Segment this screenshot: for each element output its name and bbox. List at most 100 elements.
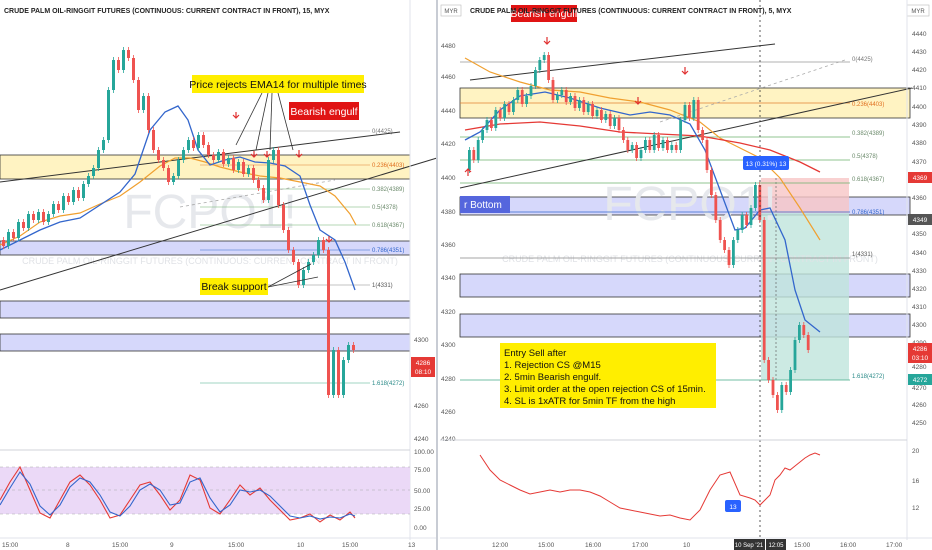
entry-note-line: 1. Rejection CS @M15 <box>504 360 601 371</box>
candle <box>277 150 280 205</box>
right-price-axis: 4440 4430 4420 4410 4400 4390 4380 4370 … <box>912 31 927 427</box>
candle <box>485 120 489 130</box>
left-chart[interactable]: FCPO1! CRUDE PALM OIL-RINGGIT FUTURES (C… <box>0 0 438 549</box>
candle <box>297 262 300 285</box>
candle <box>626 140 630 150</box>
left-trendline-lower[interactable] <box>0 157 438 291</box>
price-tick: 4380 <box>912 140 927 147</box>
price-tick: 4430 <box>912 49 927 56</box>
candle <box>727 250 731 265</box>
candle <box>347 345 350 360</box>
down-arrow-icon <box>295 150 303 158</box>
price-tick: 4340 <box>912 250 927 257</box>
fib-label: 0(4425) <box>852 57 873 63</box>
osc-tick: 16 <box>912 478 920 485</box>
ema-note-text: Price rejects EMA14 for multiple times <box>189 79 366 91</box>
down-arrow-icon <box>250 151 258 158</box>
candle <box>267 160 270 200</box>
left-last-price: 4286 <box>416 360 431 367</box>
break-support-box[interactable] <box>200 278 268 295</box>
fib-label: 0.236(4403) <box>372 163 404 169</box>
time-highlight-time-text: 12:05 <box>768 543 784 549</box>
right-time-axis: 12:00 15:00 16:00 17:00 10 15:00 16:00 1… <box>492 542 903 549</box>
candle <box>287 230 290 250</box>
candle <box>784 385 788 392</box>
candle <box>187 140 190 150</box>
right-signal-arrows <box>464 37 689 176</box>
candle <box>192 140 195 148</box>
left-candles <box>2 47 355 398</box>
candle <box>564 90 568 102</box>
candle <box>529 86 533 96</box>
candle <box>573 96 577 108</box>
take-profit-zone[interactable] <box>761 213 849 380</box>
right-trendline-lower[interactable] <box>459 87 913 189</box>
candle <box>17 222 20 238</box>
candle <box>560 90 564 95</box>
candle <box>247 168 250 174</box>
price-tick: 4380 <box>441 209 456 216</box>
candle <box>789 370 792 392</box>
candle <box>332 350 335 395</box>
candle <box>12 232 15 238</box>
candle <box>47 214 50 222</box>
candle <box>137 80 140 110</box>
candle <box>679 120 682 150</box>
candle <box>578 100 581 108</box>
down-arrow-icon <box>634 97 642 105</box>
time-tick: 10 <box>683 542 691 549</box>
candle <box>701 130 704 140</box>
position-label-text: 13 (0.31%) 13 <box>746 161 787 168</box>
left-trendline-upper[interactable] <box>0 131 401 183</box>
entry-note-box[interactable] <box>500 343 716 408</box>
right-trendline-upper[interactable] <box>469 43 776 81</box>
right-ema-slow <box>464 57 821 241</box>
candle <box>7 232 10 246</box>
candle <box>227 158 230 164</box>
candle <box>212 155 215 160</box>
candle <box>714 195 718 220</box>
candle <box>52 204 55 214</box>
time-tick: 15:00 <box>2 542 19 549</box>
candle <box>534 70 537 86</box>
candle <box>776 395 779 410</box>
right-chart[interactable]: FCPO1! CRUDE PALM OIL-RINGGIT FUTURES (C… <box>440 0 932 550</box>
last-price-time: 03:10 <box>912 355 929 362</box>
currency-badge-left <box>440 4 462 17</box>
position-label-box[interactable] <box>743 156 789 170</box>
candle <box>802 325 806 335</box>
candle <box>525 96 528 104</box>
left-last-price-time: 08:10 <box>415 369 432 376</box>
right-ma-red <box>464 121 821 173</box>
price-tick: 4300 <box>414 337 429 344</box>
right-bearish-engulf-box[interactable] <box>511 5 577 22</box>
entry-price-tag <box>908 214 932 225</box>
candle <box>556 95 559 100</box>
candle <box>292 250 295 262</box>
osc-tick: 12 <box>912 505 920 512</box>
candle <box>302 270 305 285</box>
fib-label: 0.618(4367) <box>372 223 404 229</box>
left-fib-diagonal <box>179 179 336 208</box>
price-tick: 4330 <box>912 268 927 275</box>
price-tick: 4280 <box>441 376 456 383</box>
fib-label: 0.5(4378) <box>852 154 878 160</box>
price-tick: 4260 <box>912 402 927 409</box>
candle <box>177 160 180 176</box>
price-tick: 4340 <box>441 275 456 282</box>
candle <box>591 104 594 116</box>
left-bearish-engulf-box[interactable] <box>289 102 359 120</box>
bottom-label-box[interactable] <box>460 196 510 213</box>
time-tick: 15:00 <box>538 542 555 549</box>
candle <box>147 96 150 130</box>
left-support-zone-2 <box>0 300 411 319</box>
candle <box>635 145 638 158</box>
candle <box>644 140 647 150</box>
right-fib-diagonal <box>659 59 846 123</box>
last-price: 4286 <box>913 346 928 353</box>
candle <box>569 96 572 102</box>
left-support-zone-1 <box>0 240 411 256</box>
ema-note-box[interactable] <box>192 75 364 93</box>
candle <box>762 220 766 360</box>
candle <box>172 176 175 182</box>
